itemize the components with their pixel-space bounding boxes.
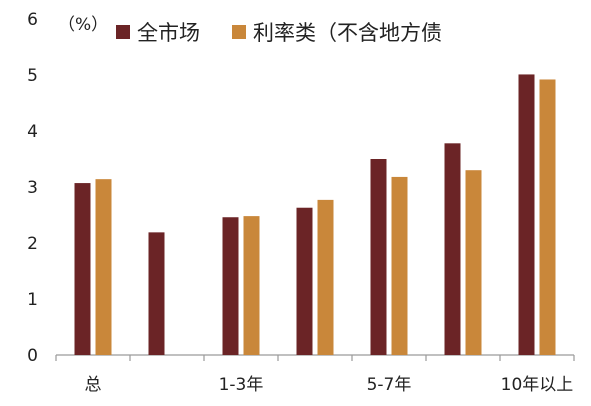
- y-axis: 0 1 2 3 4 5 6: [27, 10, 38, 366]
- legend: 全市场 利率类（不含地方债: [116, 21, 442, 45]
- y-tick-label: 5: [27, 66, 38, 86]
- bars: [74, 74, 556, 355]
- x-tick-label: 总: [85, 375, 102, 395]
- bar-series-0-0: [74, 183, 91, 355]
- y-tick-label: 4: [27, 122, 38, 142]
- bar-series-1-5: [465, 170, 482, 355]
- y-tick-label: 0: [27, 346, 38, 366]
- bar-series-0-1: [148, 232, 165, 355]
- x-tick-label: 10年以上: [501, 375, 574, 395]
- bar-series-0-4: [370, 159, 387, 355]
- bar-series-1-6: [539, 79, 556, 355]
- bar-series-0-5: [444, 143, 461, 355]
- y-tick-label: 6: [27, 10, 38, 30]
- bar-series-0-6: [518, 74, 535, 355]
- legend-swatch-1: [232, 25, 246, 39]
- bar-series-1-3: [317, 199, 334, 355]
- legend-label-0: 全市场: [137, 21, 200, 45]
- y-tick-label: 1: [27, 290, 38, 310]
- bar-series-1-0: [95, 179, 112, 355]
- y-unit-label: （%）: [58, 15, 108, 35]
- y-tick-label: 3: [27, 178, 38, 198]
- bar-series-0-2: [222, 217, 239, 355]
- x-axis: 总 1-3年 5-7年 10年以上: [55, 354, 575, 395]
- legend-swatch-0: [116, 25, 130, 39]
- bar-series-1-2: [243, 216, 260, 355]
- x-tick-label: 1-3年: [219, 375, 264, 395]
- bar-series-0-3: [296, 207, 313, 355]
- legend-label-1: 利率类（不含地方债: [253, 21, 442, 45]
- x-tick-label: 5-7年: [367, 375, 412, 395]
- bar-series-1-4: [391, 176, 408, 355]
- y-tick-label: 2: [27, 234, 38, 254]
